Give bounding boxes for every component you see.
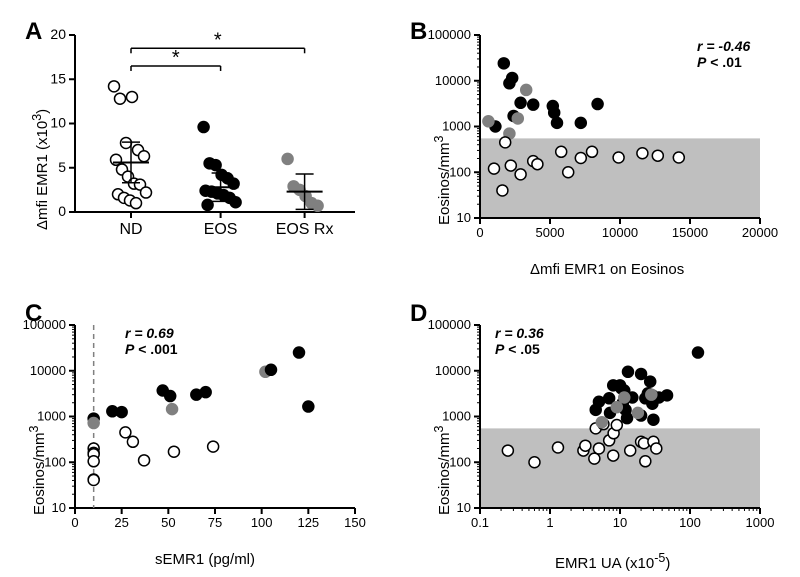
panel-c-ylabel: Eosinos/mm3 (27, 426, 48, 515)
panel-b-stats: r = -0.46P < .01 (697, 38, 750, 70)
svg-text:1000: 1000 (442, 409, 471, 424)
panel-b-label: B (410, 18, 427, 46)
panel-b-ylabel: Eosinos/mm3 (432, 136, 453, 225)
svg-text:10000: 10000 (602, 225, 638, 240)
svg-text:1: 1 (546, 515, 553, 530)
panel-c-plot: 101001000100001000000255075100125150 (70, 320, 360, 530)
svg-text:10: 10 (52, 500, 66, 515)
svg-text:10: 10 (457, 500, 471, 515)
panel-d-xlabel: EMR1 UA (x10-5) (555, 551, 670, 572)
svg-text:EOS: EOS (204, 221, 238, 238)
svg-text:100000: 100000 (428, 27, 471, 42)
panel-a-ylabel: Δmfi EMR1 (x103) (30, 109, 51, 230)
svg-text:50: 50 (161, 515, 175, 530)
svg-text:*: * (172, 47, 180, 69)
svg-text:100000: 100000 (23, 317, 66, 332)
svg-text:0: 0 (476, 225, 483, 240)
svg-text:10: 10 (50, 115, 66, 131)
svg-text:125: 125 (297, 515, 319, 530)
svg-text:100: 100 (251, 515, 273, 530)
svg-text:ND: ND (119, 221, 142, 238)
svg-text:15000: 15000 (672, 225, 708, 240)
svg-text:0: 0 (71, 515, 78, 530)
svg-text:*: * (214, 29, 222, 51)
svg-text:10000: 10000 (30, 363, 66, 378)
svg-text:100: 100 (679, 515, 701, 530)
svg-text:0.1: 0.1 (471, 515, 489, 530)
svg-text:1000: 1000 (37, 409, 66, 424)
svg-text:15: 15 (50, 70, 66, 86)
svg-text:10: 10 (613, 515, 627, 530)
svg-text:25: 25 (114, 515, 128, 530)
panel-d-stats: r = 0.36P < .05 (495, 325, 544, 357)
svg-text:1000: 1000 (746, 515, 775, 530)
svg-text:20: 20 (50, 26, 66, 42)
panel-b-xlabel: Δmfi EMR1 on Eosinos (530, 261, 684, 278)
svg-text:10000: 10000 (435, 73, 471, 88)
svg-text:100000: 100000 (428, 317, 471, 332)
svg-text:10: 10 (457, 210, 471, 225)
svg-text:0: 0 (58, 203, 66, 219)
svg-text:5: 5 (58, 159, 66, 175)
panel-c-xlabel: sEMR1 (pg/ml) (155, 551, 255, 568)
panel-a-label: A (25, 18, 42, 46)
svg-text:5000: 5000 (536, 225, 565, 240)
panel-a-plot: 05101520NDEOSEOS Rx** (70, 30, 360, 240)
svg-text:150: 150 (344, 515, 366, 530)
svg-text:20000: 20000 (742, 225, 778, 240)
svg-text:EOS Rx: EOS Rx (276, 221, 334, 238)
panel-d-label: D (410, 300, 427, 328)
svg-text:10000: 10000 (435, 363, 471, 378)
svg-text:1000: 1000 (442, 119, 471, 134)
svg-text:75: 75 (208, 515, 222, 530)
panel-c-stats: r = 0.69P < .001 (125, 325, 178, 357)
panel-d-ylabel: Eosinos/mm3 (432, 426, 453, 515)
